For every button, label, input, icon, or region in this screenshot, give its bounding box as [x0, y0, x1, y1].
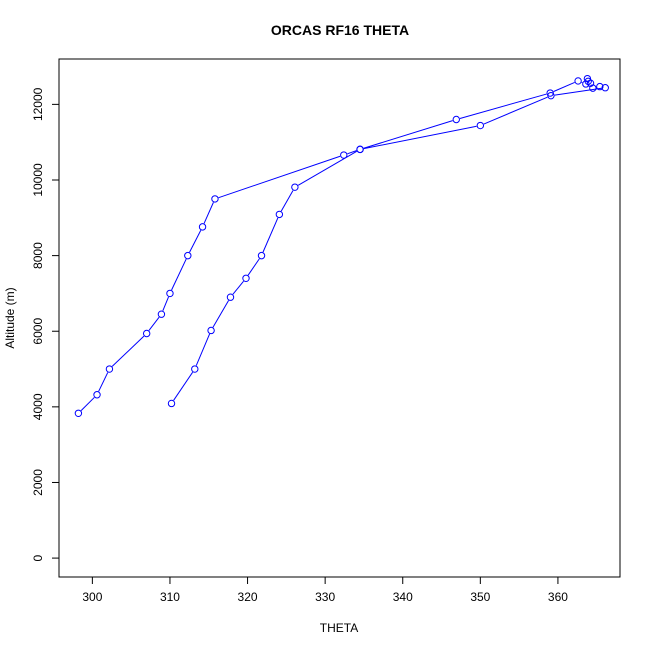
- series-0-point-25: [275, 210, 284, 219]
- series-0-point-31: [167, 399, 176, 408]
- y-tick-label-5: 10000: [31, 163, 45, 197]
- x-tick-label-1: 310: [160, 590, 180, 604]
- series-0-point-0: [74, 409, 83, 417]
- series-0-point-11: [452, 115, 460, 124]
- series-0-segment-27: [232, 280, 244, 295]
- x-tick-label-3: 330: [315, 590, 335, 604]
- series-0-point-8: [211, 195, 219, 203]
- series-group: [74, 74, 609, 417]
- y-axis: 0 2000 4000 6000 8000 10000 12000: [31, 87, 60, 561]
- x-axis: 300 310 320 330 340 350 360: [82, 576, 568, 604]
- series-0-point-30: [191, 365, 199, 373]
- series-0-segment-7: [203, 202, 214, 224]
- series-0-point-2: [105, 365, 114, 373]
- series-0-point-27: [242, 274, 250, 282]
- series-0-segment-21: [483, 96, 548, 125]
- plot-frame: [58, 58, 621, 578]
- series-0-segment-22: [363, 125, 477, 150]
- series-0-point-16: [584, 77, 592, 86]
- series-0-point-18: [589, 84, 597, 92]
- series-0-segment-1: [98, 372, 109, 392]
- y-tick-label-2: 4000: [31, 393, 45, 420]
- series-0-point-6: [184, 251, 192, 260]
- series-0-point-26: [257, 251, 266, 260]
- series-0-point-24: [291, 183, 299, 191]
- series-0-point-22: [476, 121, 485, 130]
- x-tick-label-5: 350: [470, 590, 490, 604]
- chart-title: ORCAS RF16 THETA: [271, 22, 409, 38]
- x-tick-label-4: 340: [393, 590, 413, 604]
- y-tick-label-0: 0: [31, 554, 45, 561]
- series-0-point-9: [340, 151, 348, 159]
- series-0-segment-26: [247, 258, 260, 276]
- series-0-segment-10: [363, 120, 453, 149]
- series-0-point-13: [574, 77, 582, 85]
- y-tick-label-3: 6000: [31, 318, 45, 345]
- x-axis-label: THETA: [320, 621, 358, 635]
- series-0-segment-6: [189, 230, 202, 253]
- series-0-point-3: [142, 329, 151, 338]
- x-tick-label-2: 320: [238, 590, 258, 604]
- series-0-segment-29: [195, 333, 211, 366]
- y-tick-label-6: 12000: [31, 87, 45, 121]
- y-tick-label-4: 8000: [31, 242, 45, 269]
- x-tick-label-6: 360: [548, 590, 568, 604]
- series-0-point-19: [596, 82, 604, 91]
- series-0-segment-28: [212, 300, 229, 328]
- series-0-segment-4: [162, 296, 169, 311]
- series-0-point-28: [226, 293, 235, 301]
- y-tick-label-1: 2000: [31, 469, 45, 496]
- series-0-point-29: [207, 326, 215, 335]
- series-0-segment-25: [262, 217, 279, 253]
- series-0-segment-9: [347, 150, 357, 155]
- y-axis-label: Altitude (m): [3, 287, 17, 348]
- series-0-point-4: [157, 310, 166, 318]
- series-0-segment-11: [459, 93, 547, 119]
- series-0-segment-23: [297, 150, 358, 186]
- series-0-segment-24: [280, 190, 294, 212]
- x-tick-label-0: 300: [82, 590, 102, 604]
- series-0-point-1: [93, 391, 101, 399]
- series-0-point-21: [547, 91, 555, 100]
- series-0-segment-12: [553, 81, 575, 92]
- series-0-segment-8: [218, 155, 341, 199]
- series-0-point-20: [601, 84, 609, 92]
- series-0-segment-5: [171, 258, 187, 291]
- series-0-segment-0: [80, 397, 95, 411]
- series-0-segment-30: [173, 371, 194, 401]
- series-0-point-7: [198, 223, 207, 231]
- series-0-point-5: [166, 289, 174, 298]
- series-0-point-23: [356, 145, 364, 154]
- series-0-segment-3: [148, 316, 160, 331]
- series-0-segment-2: [111, 335, 145, 367]
- series-0-segment-20: [554, 87, 602, 96]
